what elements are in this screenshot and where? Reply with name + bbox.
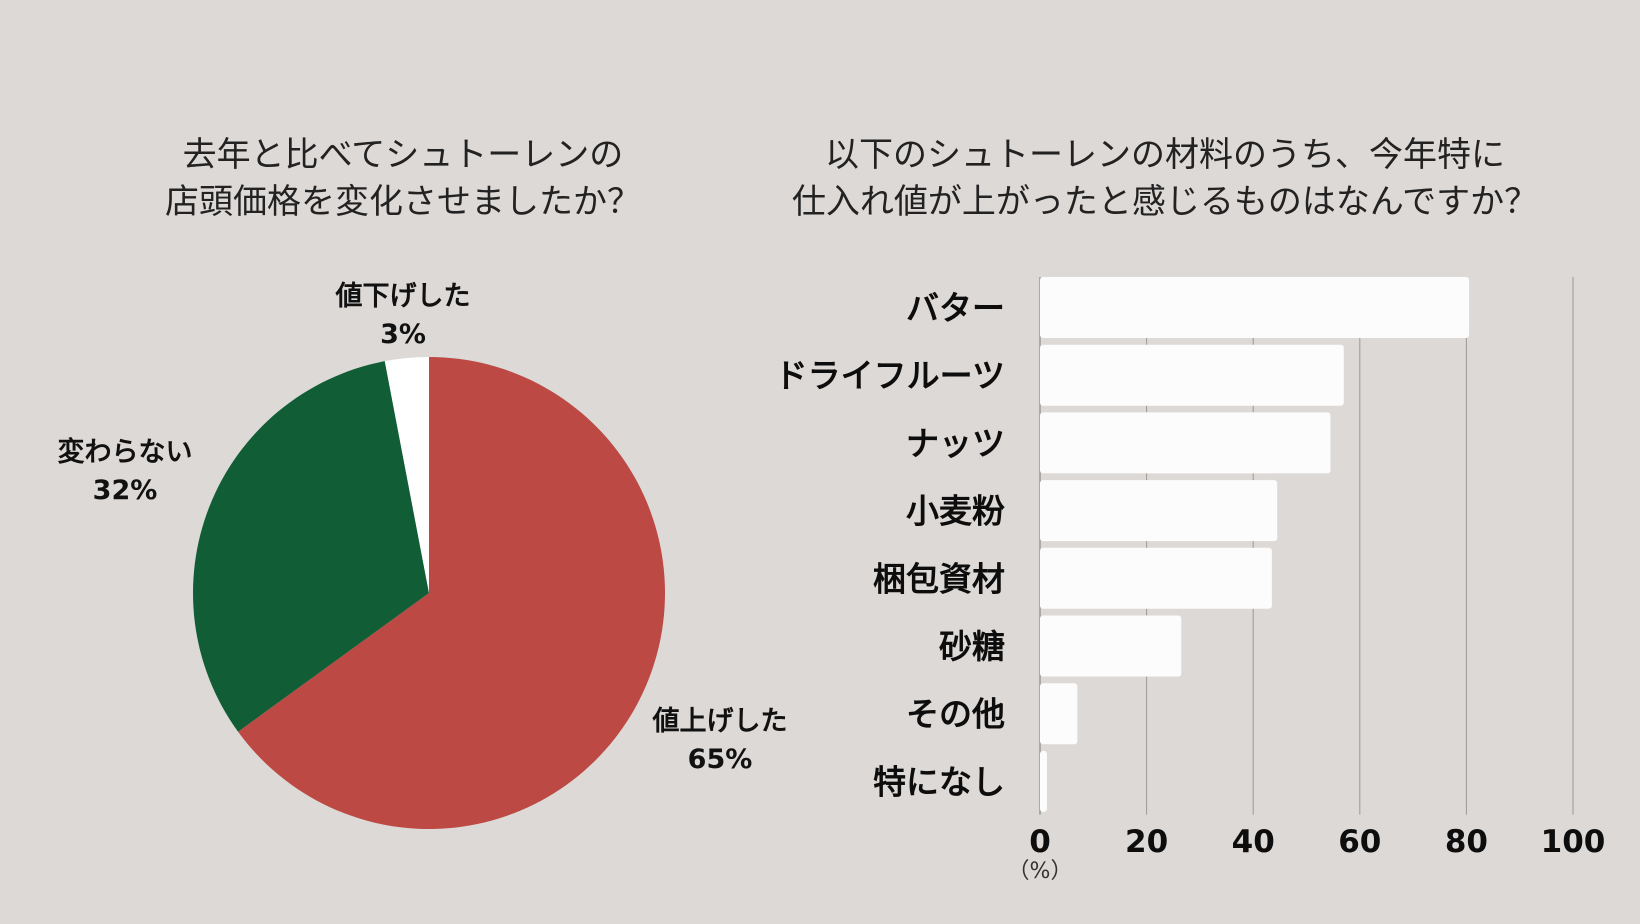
category-label-7: その他 <box>906 695 1005 734</box>
bar-chart-title-line-2: 仕入れ値が上がったと感じるものはなんですか？ <box>792 182 1538 222</box>
x-tick-label-0: 0 <box>1029 824 1051 860</box>
bar-3 <box>1040 412 1331 474</box>
bar-2 <box>1040 344 1344 406</box>
category-label-2: ドライフルーツ <box>775 356 1005 395</box>
category-label-3: ナッツ <box>906 424 1005 463</box>
pie-chart-title-line-1: 去年と比べてシュトーレンの <box>183 135 624 175</box>
pie-slice-lowered <box>384 357 429 593</box>
bar-7 <box>1040 683 1078 745</box>
x-tick-label-100: 100 <box>1541 824 1606 860</box>
pie-label-unchanged-name: 変わらない <box>58 436 193 468</box>
x-tick-label-40: 40 <box>1232 824 1275 860</box>
pie-chart <box>192 357 665 830</box>
bar-chart-title-line-1: 以下のシュトーレンの材料のうち、今年特に <box>825 135 1505 175</box>
x-tick-label-60: 60 <box>1338 824 1381 860</box>
category-label-1: バター <box>906 289 1005 328</box>
category-label-4: 小麦粉 <box>906 492 1005 531</box>
bar-6 <box>1040 615 1182 677</box>
pie-label-raised-name: 値上げした <box>652 706 788 737</box>
bar-chart-x-unit: （%） <box>1008 859 1073 884</box>
pie-label-lowered-percent: 3% <box>380 319 426 350</box>
bar-4 <box>1040 480 1278 542</box>
pie-chart-title-line-2: 店頭価格を変化させましたか？ <box>165 182 641 222</box>
pie-label-unchanged-percent: 32% <box>93 475 158 506</box>
category-label-8: 特になし <box>873 762 1005 801</box>
x-tick-label-20: 20 <box>1125 824 1168 860</box>
bar-chart <box>1040 277 1470 812</box>
bar-chart-x-ticks: 0 20 40 60 80 100 <box>1029 824 1605 860</box>
pie-slice-unchanged <box>192 361 429 732</box>
pie-label-unchanged: 変わらない 32% <box>58 436 193 506</box>
pie-label-raised: 値上げした 65% <box>652 706 788 775</box>
pie-label-raised-percent: 65% <box>688 744 753 775</box>
bar-5 <box>1040 547 1272 609</box>
x-tick-label-80: 80 <box>1445 824 1488 860</box>
bar-1 <box>1040 277 1470 338</box>
pie-label-lowered-name: 値下げした <box>335 281 471 312</box>
category-label-6: 砂糖 <box>939 627 1005 666</box>
bar-8 <box>1040 750 1047 812</box>
category-label-5: 梱包資材 <box>873 559 1005 598</box>
pie-slice-raised <box>238 357 665 830</box>
pie-label-lowered: 値下げした 3% <box>335 281 471 350</box>
